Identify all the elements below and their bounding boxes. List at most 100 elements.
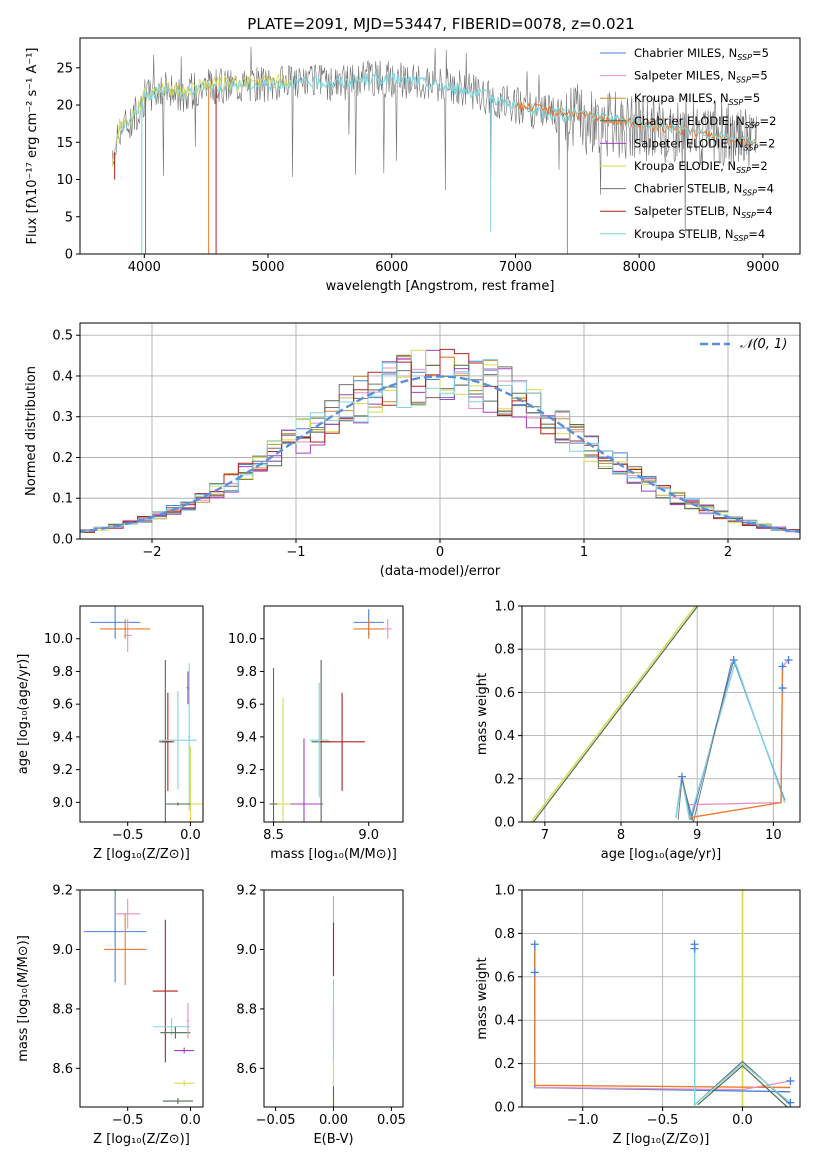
x-tick-label: 8000 — [623, 260, 656, 275]
legend-label: Salpeter STELIB, NSSP=4 — [634, 204, 773, 220]
weight-line — [534, 1080, 791, 1091]
legend-suffix: =5 — [751, 69, 768, 83]
y-tick-label: 8.8 — [52, 1002, 73, 1017]
x-tick-label: 0.0 — [732, 1113, 753, 1128]
legend-text: Salpeter MILES, N — [634, 69, 736, 83]
x-axis-label: Z [log₁₀(Z/Z⊙)] — [613, 1132, 710, 1147]
chart-residuals: −2 −1 0 1 2 0.0 0.1 0.2 0.3 0.4 0.5 (data-model)/er… — [24, 322, 801, 579]
weight-marker — [778, 662, 787, 671]
axes-frame — [521, 889, 801, 1108]
legend-subscript: SSP — [741, 211, 756, 220]
weight-line — [532, 606, 699, 822]
x-tick-label: −0.5 — [647, 1113, 679, 1128]
legend-suffix: =5 — [752, 46, 769, 60]
x-axis-label: Z [log₁₀(Z/Z⊙)] — [93, 1132, 190, 1147]
y-tick-label: 9.4 — [236, 730, 257, 745]
y-axis-label: age [log₁₀(age/yr)] — [16, 654, 31, 775]
x-axis-label: Z [log₁₀(Z/Z⊙)] — [93, 847, 190, 862]
legend-text: Kroupa STELIB, N — [634, 227, 734, 241]
x-axis-label: wavelength [Angstrom, rest frame] — [326, 279, 555, 294]
x-tick-label: 6000 — [375, 260, 408, 275]
x-tick-label: 10 — [765, 828, 782, 843]
legend-label: Chabrier MILES, NSSP=5 — [634, 46, 769, 62]
x-tick-label: 0.00 — [319, 1113, 348, 1128]
y-tick-label: 9.4 — [52, 730, 73, 745]
weight-line — [677, 662, 732, 822]
spectrum-cyan-tail-line — [552, 106, 757, 146]
legend-label: Salpeter ELODIE, NSSP=2 — [634, 136, 775, 152]
plot-area — [90, 606, 203, 822]
y-tick-label: 9.2 — [52, 884, 73, 899]
y-tick-label: 0 — [65, 248, 73, 263]
x-tick-label: −2 — [142, 545, 161, 560]
legend-label: Chabrier STELIB, NSSP=4 — [634, 182, 774, 198]
chart-age_vs_mass: 8.5 9.0 9.0 9.2 9.4 9.6 9.8 10.0 mass [log₁₀(M/M… — [228, 605, 404, 862]
y-tick-label: 0.6 — [494, 970, 515, 985]
legend-suffix: =5 — [743, 91, 760, 105]
legend-label: Salpeter MILES, NSSP=5 — [634, 69, 768, 85]
axes-frame — [79, 889, 204, 1108]
spectrum-model-line — [111, 72, 572, 162]
normal-curve — [80, 375, 800, 534]
y-tick-label: 8.6 — [236, 1062, 257, 1077]
x-tick-label: −0.05 — [256, 1113, 296, 1128]
x-axis-label: (data-model)/error — [380, 564, 501, 579]
y-tick-label: 20 — [56, 99, 73, 114]
weight-marker — [786, 1098, 795, 1107]
legend-subscript: SSP — [742, 189, 757, 198]
legend-text: Chabrier MILES, N — [634, 46, 737, 60]
weight-marker — [690, 944, 699, 953]
axes-frame — [79, 37, 801, 255]
legend-text: Kroupa ELODIE, N — [634, 159, 736, 173]
figure-title: PLATE=2091, MJD=53447, FIBERID=0078, z=0… — [247, 15, 634, 33]
y-axis-label: Normed distribution — [24, 366, 39, 496]
y-axis-label: mass weight — [475, 957, 490, 1039]
y-tick-label: 10.0 — [44, 632, 73, 647]
y-tick-label: 8.8 — [236, 1002, 257, 1017]
chart-mass_vs_ebv: −0.05 0.00 0.05 8.6 8.8 9.0 9.2 E(B-V) — [236, 884, 406, 1148]
x-tick-label: 9.0 — [358, 828, 379, 843]
legend-suffix: =2 — [760, 114, 777, 128]
x-tick-label: 7000 — [499, 260, 532, 275]
y-tick-label: 1.0 — [494, 600, 515, 615]
plot-area — [83, 890, 195, 1105]
y-tick-label: 0.0 — [52, 533, 73, 548]
weight-marker — [784, 656, 793, 664]
y-tick-label: 8.6 — [52, 1062, 73, 1077]
y-tick-label: 9.0 — [236, 796, 257, 811]
legend-subscript: SSP — [737, 53, 752, 62]
x-tick-label: 4000 — [128, 260, 161, 275]
x-tick-label: −1 — [286, 545, 305, 560]
residual-legend: 𝒩(0, 1) — [700, 337, 787, 352]
x-tick-label: 0.0 — [180, 828, 201, 843]
y-tick-label: 0.4 — [494, 729, 515, 744]
legend-subscript: SSP — [736, 166, 751, 175]
x-tick-label: 2 — [724, 545, 732, 560]
x-tick-label: 9000 — [746, 260, 779, 275]
chart-weight_vs_age: 7 8 9 10 0.0 0.2 0.4 0.6 0.8 1.0 age [log₁₀(age/yr… — [475, 600, 801, 862]
legend-label: Kroupa ELODIE, NSSP=2 — [634, 159, 768, 175]
x-axis-label: age [log₁₀(age/yr)] — [601, 847, 722, 862]
x-tick-label: 0.0 — [180, 1113, 201, 1128]
chart-spectrum: 4000 5000 6000 7000 8000 9000 0 5 10 15 20 25 wavele… — [25, 37, 801, 294]
legend-label: 𝒩(0, 1) — [740, 337, 787, 352]
y-tick-label: 10 — [56, 173, 73, 188]
x-tick-label: 9 — [693, 828, 701, 843]
weight-line — [693, 946, 791, 1107]
x-tick-label: 7 — [541, 828, 549, 843]
y-axis-label: mass weight — [475, 673, 490, 755]
y-tick-label: 9.2 — [236, 884, 257, 899]
x-axis-label: mass [log₁₀(M/M⊙)] — [270, 847, 397, 862]
legend-subscript: SSP — [729, 98, 744, 107]
y-tick-label: 0.0 — [494, 816, 515, 831]
legend-text: Salpeter ELODIE, N — [634, 136, 744, 150]
legend-suffix: =2 — [758, 136, 775, 150]
legend-subscript: SSP — [736, 76, 751, 85]
legend-subscript: SSP — [745, 121, 760, 130]
y-tick-label: 9.6 — [52, 698, 73, 713]
weight-marker — [530, 968, 539, 977]
y-axis-label: Flux [fλ10⁻¹⁷ erg cm⁻² s⁻¹ A⁻¹] — [25, 48, 40, 245]
axes-frame — [79, 605, 204, 823]
legend-label: Kroupa STELIB, NSSP=4 — [634, 227, 765, 243]
